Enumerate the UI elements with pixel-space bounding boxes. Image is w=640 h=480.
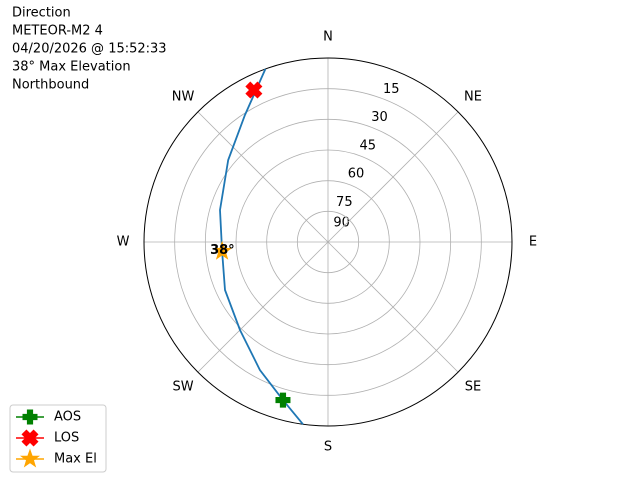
theta-tick-label: SE bbox=[465, 379, 481, 394]
legend-marker bbox=[22, 409, 38, 425]
marker-plus bbox=[275, 392, 291, 408]
theta-tick-label: E bbox=[529, 235, 537, 250]
legend-marker bbox=[21, 429, 39, 447]
theta-tick-label: NE bbox=[464, 90, 482, 105]
legend-box bbox=[9, 404, 107, 473]
grid-spoke bbox=[197, 111, 329, 243]
r-tick-label: 75 bbox=[336, 195, 353, 210]
title-line: Northbound bbox=[12, 78, 89, 93]
annotation: 38° bbox=[210, 243, 235, 258]
legend-marker bbox=[19, 448, 41, 468]
r-tick-label: 90 bbox=[333, 215, 350, 230]
r-tick-label: 45 bbox=[360, 138, 377, 153]
theta-tick-label: SW bbox=[172, 379, 193, 394]
legend: AOS LOS Max El bbox=[9, 404, 107, 473]
theta-tick-label: NW bbox=[172, 90, 195, 105]
legend-label: AOS bbox=[54, 410, 81, 425]
legend-label: Max El bbox=[54, 452, 97, 467]
outer-ring bbox=[143, 57, 513, 427]
theta-tick-label: S bbox=[324, 440, 332, 455]
r-tick-label: 60 bbox=[348, 167, 365, 182]
theta-tick-label: N bbox=[323, 30, 333, 45]
grid-spoke bbox=[327, 111, 459, 243]
grid-spoke bbox=[197, 241, 329, 373]
r-tick-label: 30 bbox=[371, 110, 388, 125]
title-block: Direction METEOR-M2 4 04/20/2026 @ 15:52:3… bbox=[12, 6, 167, 93]
r-tick-label: 15 bbox=[383, 82, 400, 97]
theta-tick-label: W bbox=[117, 235, 130, 250]
grid-spoke bbox=[327, 241, 459, 373]
title-line: 04/20/2026 @ 15:52:33 bbox=[12, 42, 167, 57]
track-line bbox=[219, 68, 304, 425]
marker-x bbox=[245, 81, 263, 99]
legend-label: LOS bbox=[54, 431, 79, 446]
title-line: METEOR-M2 4 bbox=[12, 24, 103, 39]
title-line: Direction bbox=[12, 6, 71, 21]
title-line: 38° Max Elevation bbox=[12, 60, 131, 75]
marker-star bbox=[212, 240, 233, 260]
